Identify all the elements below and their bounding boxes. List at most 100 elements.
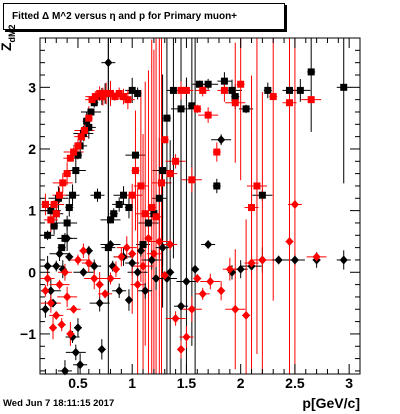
data-point xyxy=(166,267,175,277)
data-point xyxy=(258,191,266,199)
data-point xyxy=(131,151,139,159)
data-point xyxy=(204,111,212,119)
data-point xyxy=(307,96,315,104)
data-point xyxy=(55,249,64,259)
data-point xyxy=(58,264,67,274)
data-point xyxy=(43,261,52,271)
y-tick-label: 0 xyxy=(28,264,36,280)
data-point xyxy=(52,261,61,271)
data-point xyxy=(134,89,142,97)
data-point xyxy=(111,93,119,101)
data-point xyxy=(285,236,294,246)
data-point xyxy=(213,182,221,190)
data-point xyxy=(172,157,180,165)
data-point xyxy=(104,58,113,68)
data-point xyxy=(120,191,128,199)
data-point xyxy=(166,170,174,178)
data-point xyxy=(228,86,236,94)
data-point xyxy=(49,323,58,333)
data-point xyxy=(104,244,112,252)
data-point xyxy=(290,199,299,209)
x-axis-label: p[GeV/c] xyxy=(302,395,360,411)
data-point xyxy=(70,148,78,156)
y-axis-label-main: Z xyxy=(0,42,14,51)
y-tick-label: 2 xyxy=(28,141,36,157)
data-point xyxy=(43,273,52,283)
data-point xyxy=(247,258,256,268)
data-point xyxy=(155,194,163,202)
data-point xyxy=(220,77,228,85)
x-tick-label: 0.5 xyxy=(68,375,88,391)
data-point xyxy=(187,304,196,314)
data-point xyxy=(182,277,191,287)
data-point xyxy=(63,219,71,227)
data-point xyxy=(198,289,207,299)
data-point xyxy=(125,204,133,212)
plot-frame xyxy=(39,37,361,375)
data-point xyxy=(144,233,153,243)
data-points xyxy=(41,58,348,376)
data-point xyxy=(157,179,165,187)
data-point xyxy=(177,105,185,113)
data-point xyxy=(193,273,202,283)
data-point xyxy=(149,249,158,259)
data-point xyxy=(55,280,64,290)
data-point xyxy=(139,241,147,249)
data-point xyxy=(231,93,239,101)
data-point xyxy=(237,80,245,88)
data-point xyxy=(73,323,82,333)
data-point xyxy=(120,93,128,101)
data-point xyxy=(63,292,72,302)
data-point xyxy=(111,264,120,274)
data-point xyxy=(195,80,203,88)
data-point xyxy=(80,126,88,134)
data-point xyxy=(106,273,115,283)
data-point xyxy=(128,258,137,268)
data-point xyxy=(115,286,124,296)
data-point xyxy=(52,210,60,218)
data-point xyxy=(106,240,115,250)
data-point xyxy=(182,86,190,94)
data-point xyxy=(97,344,106,354)
data-point xyxy=(160,270,169,280)
data-point xyxy=(137,182,145,190)
y-tick-label: −1 xyxy=(20,326,36,342)
data-point xyxy=(147,255,156,265)
data-point xyxy=(155,236,164,246)
data-point xyxy=(133,267,142,277)
data-point xyxy=(57,320,66,330)
data-point xyxy=(46,286,55,296)
data-point xyxy=(217,135,226,145)
data-point xyxy=(124,96,132,104)
data-point xyxy=(58,244,66,252)
data-point xyxy=(79,246,88,256)
data-point xyxy=(269,93,277,101)
footer-timestamp: Wed Jun 7 18:11:15 2017 xyxy=(3,398,115,409)
data-point xyxy=(182,332,191,342)
data-point xyxy=(131,167,139,175)
data-point xyxy=(95,280,104,290)
data-point xyxy=(72,167,80,175)
data-point xyxy=(41,200,49,208)
data-point xyxy=(46,298,55,308)
data-point xyxy=(217,286,226,296)
data-point xyxy=(44,231,52,239)
data-point xyxy=(128,86,136,94)
data-point xyxy=(141,210,149,218)
data-point xyxy=(199,86,207,94)
data-point xyxy=(312,252,321,262)
data-point xyxy=(220,86,228,94)
data-point xyxy=(225,264,234,274)
data-point xyxy=(159,167,167,175)
x-tick-label: 2 xyxy=(237,375,245,391)
data-point xyxy=(177,86,185,94)
data-point xyxy=(163,114,171,122)
data-point xyxy=(110,210,118,218)
data-point xyxy=(139,261,148,271)
data-point xyxy=(107,216,115,224)
data-point xyxy=(115,89,123,97)
data-point xyxy=(90,261,99,271)
x-tick-label: 1 xyxy=(128,375,136,391)
data-point xyxy=(93,191,101,199)
